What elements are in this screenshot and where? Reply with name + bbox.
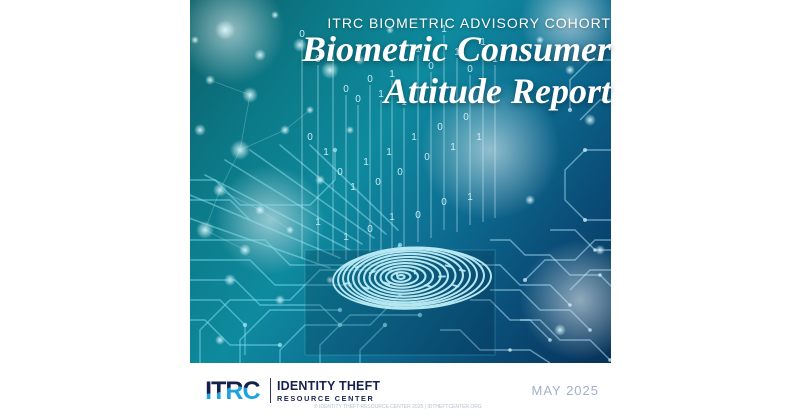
svg-text:1: 1 (389, 212, 395, 223)
svg-text:0: 0 (375, 177, 381, 188)
svg-text:1: 1 (315, 217, 321, 228)
svg-text:1: 1 (343, 232, 349, 243)
svg-text:0: 0 (367, 224, 373, 235)
svg-text:1: 1 (450, 142, 456, 153)
svg-text:1: 1 (411, 132, 417, 143)
svg-text:1: 1 (363, 157, 369, 168)
svg-text:1: 1 (350, 182, 356, 193)
svg-text:0: 0 (424, 152, 430, 163)
svg-text:1: 1 (386, 147, 392, 158)
svg-text:0: 0 (337, 167, 343, 178)
svg-text:0: 0 (437, 122, 443, 133)
svg-text:1: 1 (476, 132, 482, 143)
svg-text:1: 1 (467, 192, 473, 203)
svg-text:0: 0 (307, 132, 313, 143)
svg-text:0: 0 (415, 210, 421, 221)
svg-text:0: 0 (463, 112, 469, 123)
svg-text:0: 0 (397, 167, 403, 178)
svg-text:1: 1 (323, 147, 329, 158)
svg-text:0: 0 (441, 197, 447, 208)
